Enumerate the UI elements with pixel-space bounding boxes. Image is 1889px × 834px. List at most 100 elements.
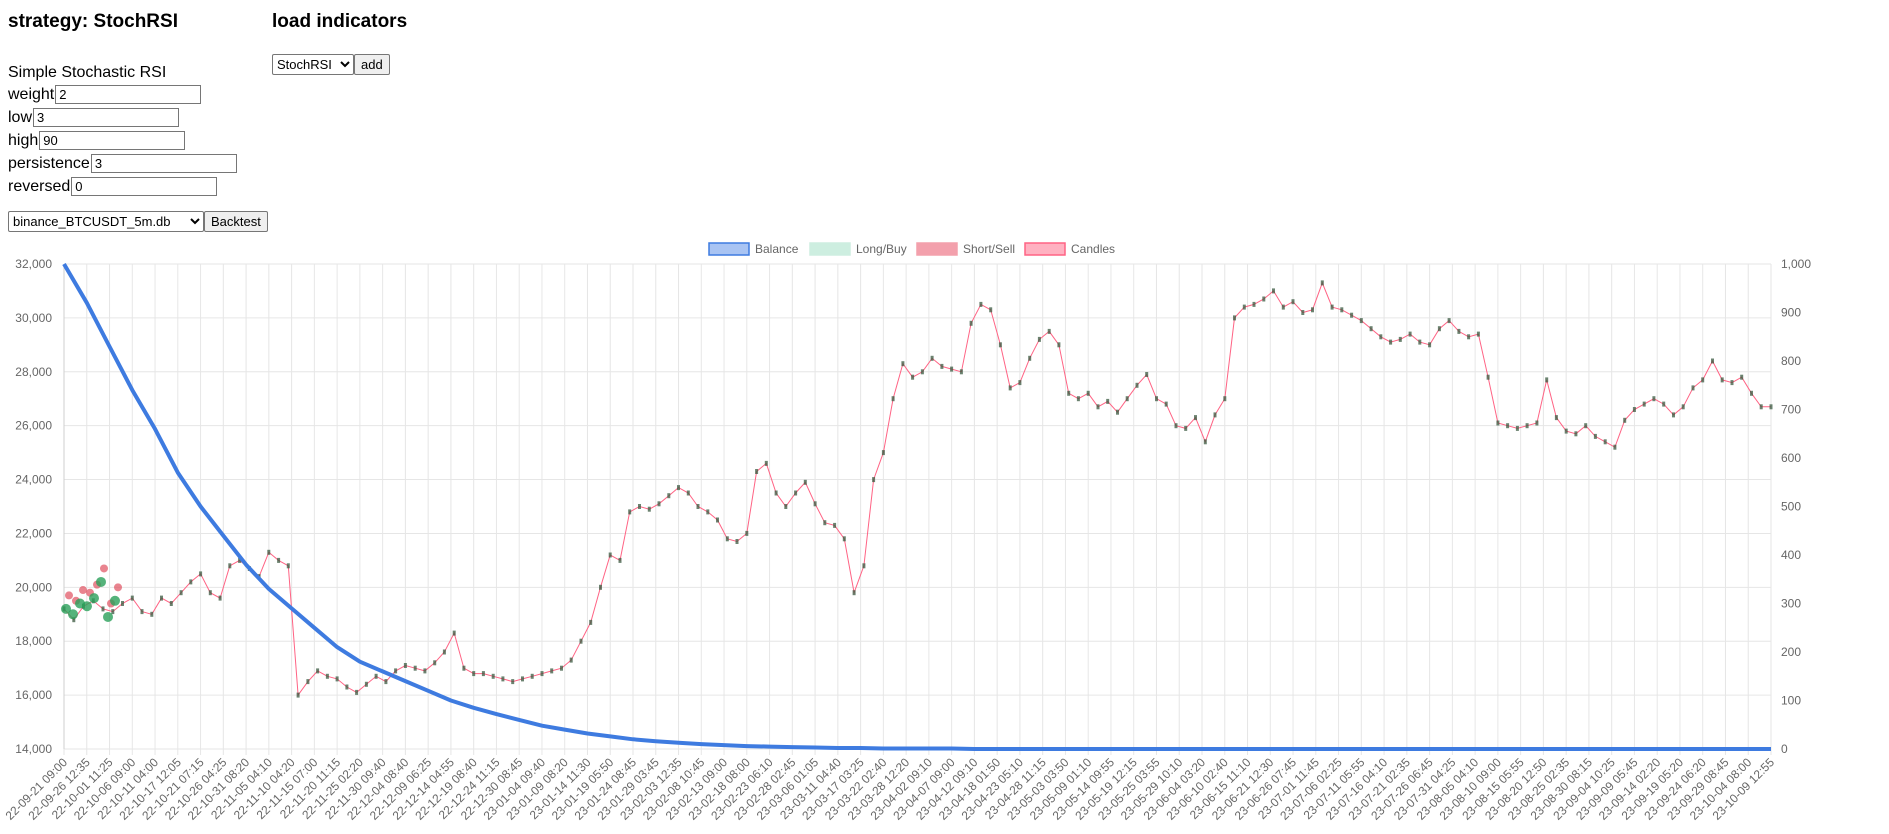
candle-mark <box>150 611 154 617</box>
legend-label-0[interactable]: Balance <box>755 242 799 256</box>
candle-mark <box>1398 336 1402 342</box>
candle-mark <box>560 665 563 671</box>
candle-mark <box>325 673 329 679</box>
candle-mark <box>1574 431 1578 437</box>
candle-mark <box>1525 423 1529 429</box>
y-left-tick: 20,000 <box>15 580 52 594</box>
candle-mark <box>1428 342 1432 348</box>
candle-mark <box>1116 409 1119 415</box>
candle-mark <box>550 668 554 674</box>
indicator-select[interactable]: StochRSI <box>272 54 354 75</box>
y-left-tick: 24,000 <box>15 473 52 487</box>
candle-mark <box>1018 380 1022 386</box>
candle-mark <box>1662 401 1666 407</box>
candle-mark <box>384 679 388 685</box>
y-right-tick: 600 <box>1781 451 1801 465</box>
candle-mark <box>277 557 281 563</box>
candle-mark <box>813 501 817 507</box>
candle-mark <box>1272 288 1275 294</box>
candle-mark <box>784 504 788 509</box>
weight-input[interactable] <box>55 85 202 104</box>
candle-mark <box>1506 423 1510 429</box>
param-row-weight: weight <box>8 83 268 106</box>
param-label-persistence: persistence <box>8 155 90 172</box>
candle-mark <box>1359 318 1363 324</box>
chart-grid <box>63 263 1772 755</box>
candle-mark <box>111 609 115 615</box>
candle-mark <box>72 617 76 623</box>
candle-mark <box>1145 372 1149 377</box>
low-input[interactable] <box>33 108 180 127</box>
candle-mark <box>403 663 407 668</box>
y-right-tick: 500 <box>1781 500 1801 514</box>
candle-mark <box>755 469 759 474</box>
param-label-reversed: reversed <box>8 178 71 195</box>
candle-mark <box>1301 310 1305 315</box>
candle-mark <box>1184 425 1188 431</box>
y-left-tick: 18,000 <box>15 634 52 648</box>
candle-mark <box>940 363 944 369</box>
candle-mark <box>511 679 515 685</box>
legend-label-1[interactable]: Long/Buy <box>856 242 907 256</box>
persistence-input[interactable] <box>90 154 237 173</box>
candle-mark <box>1730 380 1734 386</box>
candle-mark <box>657 501 661 507</box>
candle-mark <box>1467 334 1471 340</box>
candle-mark <box>1106 398 1110 404</box>
candle-mark <box>618 557 622 563</box>
candle-mark <box>998 342 1002 348</box>
candle-mark <box>316 668 320 674</box>
indicators-panel: load indicators <box>272 0 432 33</box>
y-right-tick: 100 <box>1781 694 1801 708</box>
candle-mark <box>1340 307 1344 313</box>
candle-mark <box>1252 301 1256 307</box>
candle-mark <box>1008 385 1012 391</box>
candle-mark <box>199 571 203 577</box>
database-select[interactable]: binance_BTCUSDT_5m.db <box>8 211 204 232</box>
y-right-tick: 400 <box>1781 548 1801 562</box>
candle-mark <box>501 676 505 682</box>
candle-mark <box>696 504 700 509</box>
candle-mark <box>1672 412 1675 418</box>
candle-mark <box>140 609 144 615</box>
candle-mark <box>1281 304 1285 310</box>
candle-mark <box>891 396 895 402</box>
candle-mark <box>355 689 359 695</box>
candle-mark <box>335 676 339 682</box>
long-marker <box>61 603 71 614</box>
candle-mark <box>1759 404 1763 410</box>
backtest-button[interactable]: Backtest <box>204 211 268 232</box>
high-input[interactable] <box>39 131 186 150</box>
y-right-tick: 700 <box>1781 403 1801 417</box>
candle-mark <box>1496 420 1500 426</box>
strategy-panel: strategy: StochRSI Simple Stochastic RSI… <box>8 0 268 198</box>
candle-mark <box>1330 304 1334 310</box>
candle-mark <box>130 595 134 601</box>
candle-mark <box>540 671 544 677</box>
candle-mark <box>569 657 573 663</box>
param-row-low: low <box>8 106 268 129</box>
candles-line <box>63 281 1771 697</box>
candle-mark <box>1769 404 1773 410</box>
legend-label-2[interactable]: Short/Sell <box>963 242 1015 256</box>
candle-mark <box>881 450 885 456</box>
candle-mark <box>1652 396 1656 402</box>
candle-mark <box>1076 396 1080 402</box>
y-right-tick: 1,000 <box>1781 257 1811 271</box>
add-indicator-button[interactable]: add <box>354 54 390 75</box>
chart-legend[interactable]: Balance Long/Buy Short/Sell Candles <box>708 242 1115 256</box>
candle-mark <box>179 590 183 596</box>
candle-mark <box>1125 396 1129 402</box>
candle-mark <box>1603 439 1607 445</box>
candle-mark <box>1067 390 1071 396</box>
candle-mark <box>1535 420 1539 426</box>
reversed-input[interactable] <box>71 177 218 196</box>
candle-mark <box>1720 377 1724 383</box>
candle-mark <box>852 590 856 596</box>
candle-mark <box>1389 339 1393 345</box>
candle-mark <box>530 673 534 679</box>
candle-mark <box>745 530 749 536</box>
candle-mark <box>803 479 807 485</box>
legend-label-3[interactable]: Candles <box>1071 242 1115 256</box>
candle-mark <box>481 671 485 677</box>
